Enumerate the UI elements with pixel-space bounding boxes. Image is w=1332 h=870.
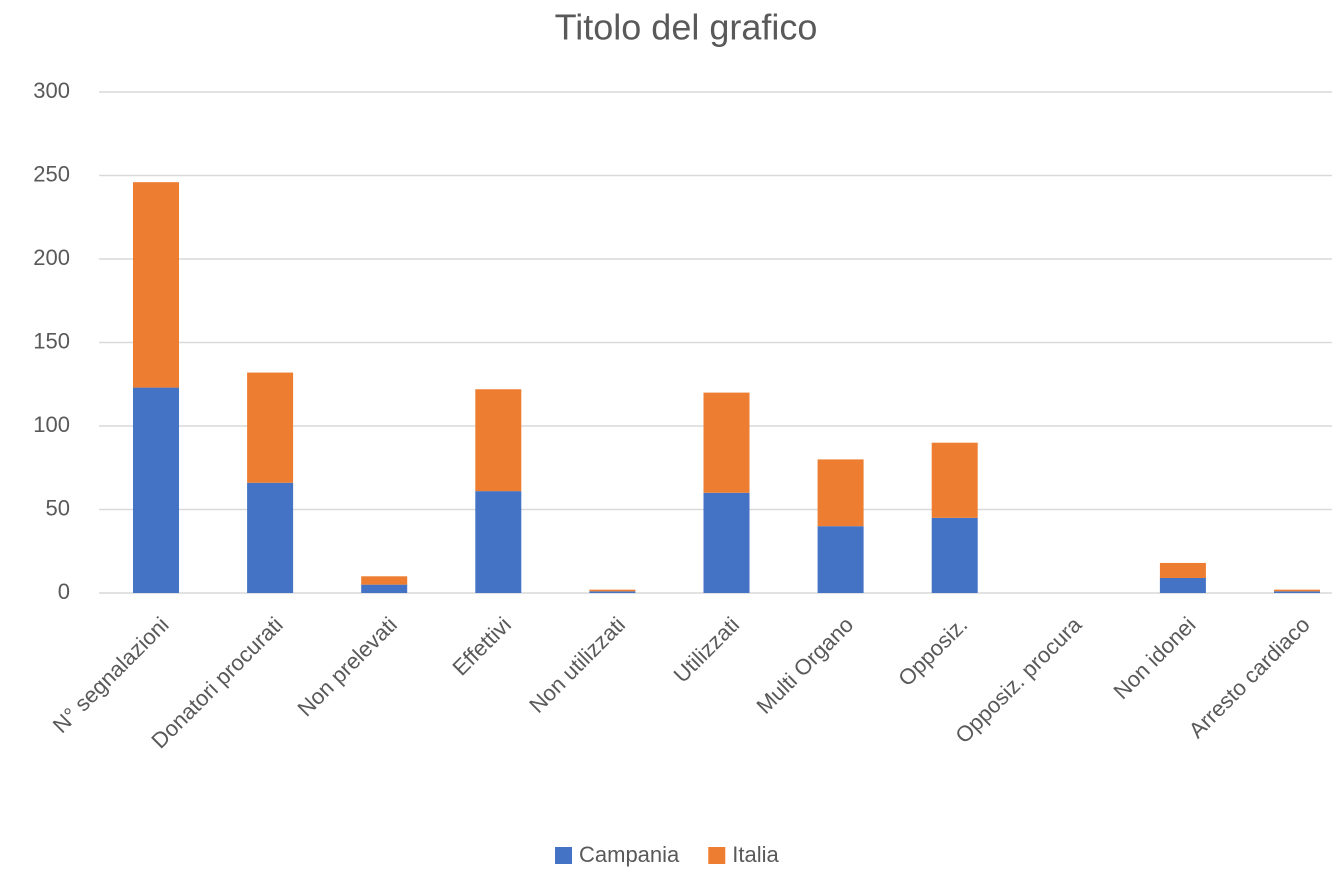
y-tick-label: 300: [33, 78, 70, 103]
bar-segment: [589, 589, 636, 592]
y-tick-label: 200: [33, 245, 70, 270]
bar-segment: [475, 389, 522, 492]
bar-segment: [1274, 591, 1320, 593]
x-tick-label: N° segnalazioni: [48, 612, 174, 738]
x-tick-label: Opposiz. procura: [950, 611, 1087, 748]
bar-segment: [133, 387, 179, 593]
x-tick-label: Utilizzati: [669, 612, 745, 688]
chart-title: Titolo del grafico: [555, 7, 818, 48]
y-tick-label: 0: [58, 579, 70, 604]
bar-segment: [703, 392, 750, 493]
x-tick-label: Effettivi: [448, 612, 516, 680]
bar-segment: [133, 182, 179, 388]
y-tick-label: 100: [33, 412, 70, 437]
bar-segment: [817, 526, 864, 593]
bar-segment: [475, 491, 522, 593]
bar-segment: [247, 482, 294, 593]
bar-segment: [1159, 577, 1206, 593]
x-tick-label: Opposiz.: [893, 612, 972, 691]
x-tick-label: Multi Organo: [752, 612, 859, 719]
x-tick-label: Arresto cardiaco: [1184, 612, 1315, 743]
y-tick-label: 250: [33, 161, 70, 186]
bar-segment: [931, 442, 978, 518]
x-tick-label: Non idonei: [1108, 612, 1200, 704]
bar-segment: [589, 591, 636, 593]
bar-segment: [361, 576, 408, 585]
bar-segment: [247, 372, 294, 483]
bar-segment: [361, 584, 408, 593]
x-tick-label: Non utilizzati: [524, 612, 630, 718]
y-tick-label: 150: [33, 328, 70, 353]
bar-segment: [1159, 562, 1206, 578]
legend-label: Italia: [732, 842, 779, 867]
legend-swatch: [708, 847, 726, 864]
legend-label: Campania: [579, 842, 680, 867]
bar-segment: [1274, 589, 1320, 592]
bar-segment: [703, 492, 750, 593]
bar-segment: [817, 459, 864, 527]
bar-segment: [931, 517, 978, 593]
y-tick-label: 50: [46, 495, 70, 520]
x-tick-label: Non prelevati: [292, 612, 401, 721]
legend-swatch: [555, 847, 572, 864]
